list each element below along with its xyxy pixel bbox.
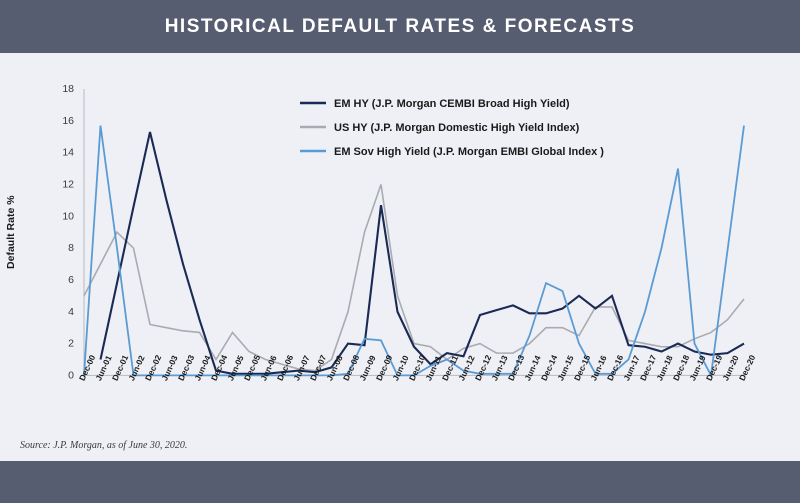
svg-text:6: 6 — [68, 274, 74, 286]
svg-text:14: 14 — [62, 147, 74, 159]
svg-text:8: 8 — [68, 242, 74, 254]
svg-text:12: 12 — [62, 179, 74, 191]
svg-text:2: 2 — [68, 338, 74, 350]
svg-text:Default Rate %: Default Rate % — [5, 195, 17, 269]
svg-text:16: 16 — [62, 115, 74, 127]
svg-text:Source: J.P. Morgan, as of Jun: Source: J.P. Morgan, as of June 30, 2020… — [20, 440, 187, 451]
svg-text:EM Sov High Yield (J.P. Morgan: EM Sov High Yield (J.P. Morgan EMBI Glob… — [334, 146, 604, 158]
svg-text:4: 4 — [68, 306, 74, 318]
svg-text:EM HY (J.P. Morgan CEMBI Broad: EM HY (J.P. Morgan CEMBI Broad High Yiel… — [334, 98, 570, 110]
svg-text:US HY (J.P. Morgan Domestic Hi: US HY (J.P. Morgan Domestic High Yield I… — [334, 122, 580, 134]
svg-text:10: 10 — [62, 210, 74, 222]
svg-text:0: 0 — [68, 369, 74, 381]
svg-text:18: 18 — [62, 83, 74, 95]
